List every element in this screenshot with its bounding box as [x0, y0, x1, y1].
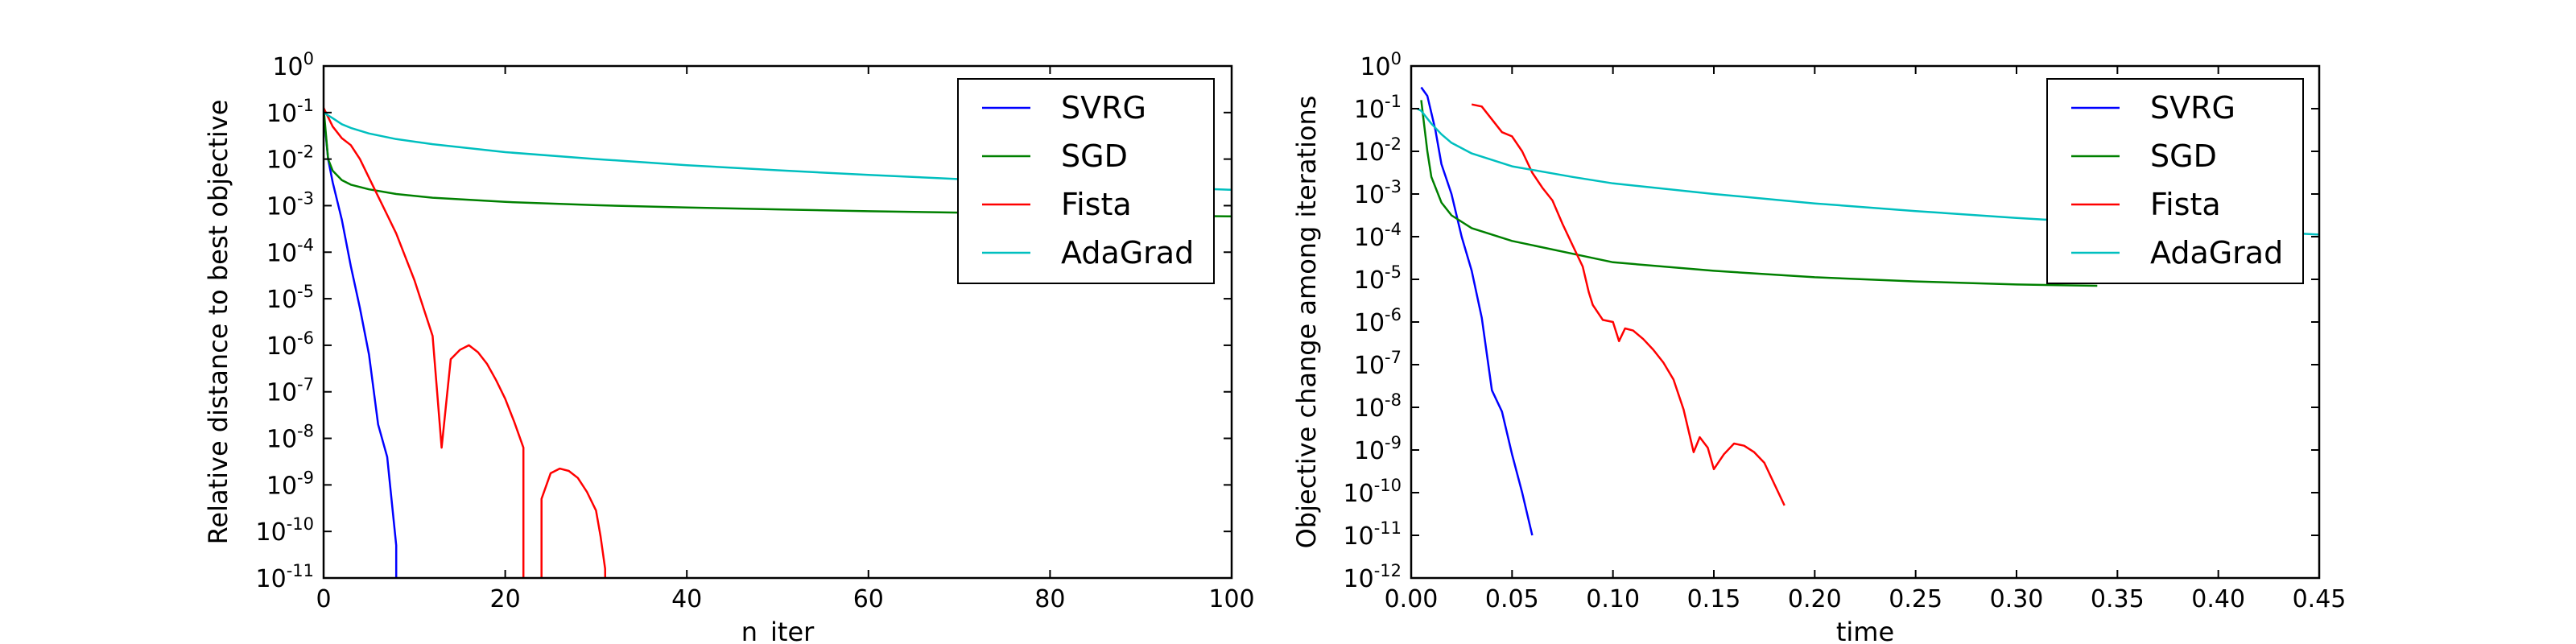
x-tick-label: 0 — [316, 585, 331, 613]
y-tick-label: 10-4 — [266, 235, 314, 267]
y-tick-label: 10-7 — [266, 375, 314, 407]
y-tick-label: 10-10 — [1344, 476, 1402, 508]
x-tick-label: 0.30 — [1990, 585, 2044, 613]
legend: SVRG SGD Fista AdaGrad — [957, 78, 1215, 284]
y-tick-label: 10-1 — [266, 96, 314, 128]
x-axis-label: time — [1836, 617, 1894, 644]
series-line-svrg — [324, 112, 398, 578]
y-axis-label: Relative distance to best objective — [203, 100, 233, 545]
series-line-fista — [1471, 103, 1785, 506]
y-tick-label: 10-10 — [256, 514, 315, 547]
plot-frame — [322, 64, 1233, 580]
legend-label: SVRG — [1061, 90, 1146, 126]
y-tick-label: 10-11 — [256, 561, 315, 593]
legend-label: AdaGrad — [1061, 235, 1194, 270]
legend-label: SGD — [2150, 138, 2217, 174]
y-tick-label: 10-4 — [1354, 220, 1402, 252]
series-line-sgd — [1420, 100, 2098, 287]
x-tick-label: 0.00 — [1385, 585, 1439, 613]
y-axis-label: Objective change among iterations — [1291, 96, 1322, 549]
y-tick-label: 10-8 — [1354, 390, 1402, 423]
y-tick-label: 10-8 — [266, 422, 314, 454]
x-tick-label: 80 — [1034, 585, 1065, 613]
y-tick-label: 10-9 — [266, 468, 314, 500]
legend-box — [957, 78, 1215, 284]
x-tick-label: 40 — [671, 585, 702, 613]
y-tick-label: 10-11 — [1344, 518, 1402, 551]
x-tick-label: 0.20 — [1788, 585, 1842, 613]
y-tick-label: 10-5 — [1354, 262, 1402, 295]
legend-label: SVRG — [2150, 90, 2235, 126]
x-tick-label: 0.05 — [1485, 585, 1539, 613]
y-tick-label: 10-12 — [1344, 561, 1402, 593]
legend-label: Fista — [2150, 187, 2221, 222]
x-axis-ticks: 0.00 0.05 0.10 0.15 0.20 0.25 0.30 0.35 0.40 0.45 — [1385, 66, 2347, 613]
y-axis-ticks: 100 10-1 10-2 10-3 10-4 10-5 10-6 10-7 10-8 10-9 1… — [256, 49, 1232, 593]
x-tick-label: 20 — [490, 585, 521, 613]
legend-label: Fista — [1061, 187, 1132, 222]
y-tick-label: 10-6 — [1354, 305, 1402, 337]
legend-label: AdaGrad — [2150, 235, 2283, 270]
legend-box — [2046, 78, 2304, 284]
y-axis-ticks: 100 10-1 10-2 10-3 10-4 10-5 10-6 10-7 10-8 10-9 1… — [1344, 49, 2319, 593]
legend-label: SGD — [1061, 138, 1128, 174]
x-tick-label: 100 — [1208, 585, 1254, 613]
x-tick-label: 60 — [853, 585, 884, 613]
y-tick-label: 10-5 — [266, 282, 314, 314]
x-tick-label: 0.25 — [1889, 585, 1942, 613]
x-tick-label: 0.10 — [1586, 585, 1640, 613]
y-tick-label: 10-7 — [1354, 348, 1402, 380]
y-tick-label: 10-2 — [1354, 134, 1402, 167]
x-axis-ticks: 0 20 40 60 80 100 — [316, 66, 1255, 613]
y-tick-label: 10-6 — [266, 328, 314, 361]
y-tick-label: 10-2 — [266, 142, 314, 175]
x-tick-label: 0.45 — [2293, 585, 2347, 613]
y-tick-label: 10-9 — [1354, 433, 1402, 465]
x-tick-label: 0.40 — [2191, 585, 2245, 613]
chart-right: 0.00 0.05 0.10 0.15 0.20 0.25 0.30 0.35 0.40 0.45… — [1291, 49, 2346, 644]
legend: SVRG SGD Fista AdaGrad — [2046, 78, 2304, 284]
y-tick-label: 10-3 — [266, 188, 314, 221]
x-tick-label: 0.15 — [1687, 585, 1741, 613]
chart-left: 0 20 40 60 80 100 100 10-1 10-2 10-3 10-4 10-5 10-6… — [203, 49, 1255, 644]
x-tick-label: 0.35 — [2091, 585, 2145, 613]
series-line-fista — [324, 107, 607, 578]
series-line-svrg — [1420, 86, 1534, 536]
y-tick-label: 100 — [1360, 49, 1402, 81]
y-tick-label: 100 — [272, 49, 314, 81]
y-tick-label: 10-3 — [1354, 177, 1402, 209]
x-axis-label: n_iter — [741, 617, 815, 644]
y-tick-label: 10-1 — [1354, 92, 1402, 124]
